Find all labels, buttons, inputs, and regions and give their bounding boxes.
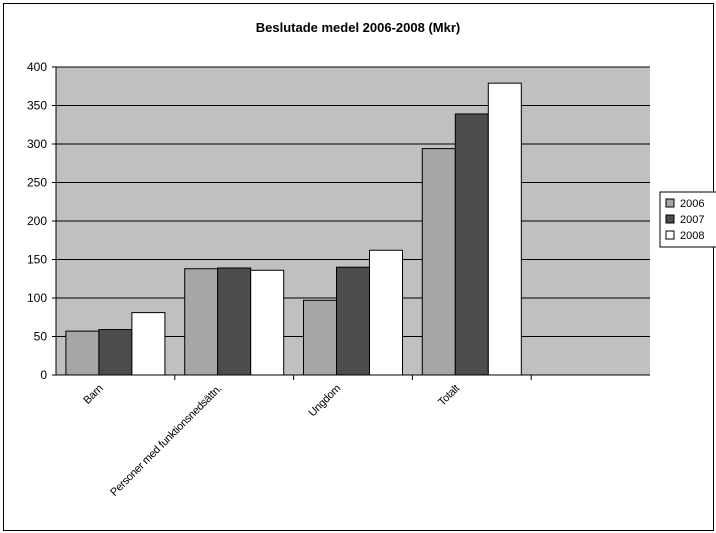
y-tick-label: 150 <box>27 253 47 267</box>
y-tick-label: 300 <box>27 137 47 151</box>
bar <box>454 113 489 376</box>
x-category-label: Totalt <box>436 382 462 408</box>
bar <box>217 267 252 376</box>
bar <box>98 329 133 376</box>
legend-label: 2008 <box>680 230 704 242</box>
x-category-label: Ungdom <box>307 383 344 420</box>
y-tick-label: 50 <box>34 330 48 344</box>
x-category-label: Personer med funktionsnedsättn. <box>108 382 224 498</box>
bar <box>250 269 285 376</box>
bar <box>421 148 456 376</box>
bar <box>65 330 100 376</box>
y-tick-label: 100 <box>27 291 47 305</box>
bar <box>184 268 219 376</box>
bar <box>303 299 337 376</box>
y-tick-label: 0 <box>40 368 47 382</box>
chart-title: Beslutade medel 2006-2008 (Mkr) <box>255 20 461 35</box>
bar <box>131 312 166 376</box>
legend-swatch <box>665 198 675 208</box>
legend-swatch <box>665 214 675 224</box>
y-tick-label: 400 <box>27 60 47 74</box>
legend-label: 2007 <box>680 214 704 226</box>
legend-label: 2006 <box>680 198 704 210</box>
y-tick-label: 350 <box>27 99 47 113</box>
bar <box>487 82 522 376</box>
x-category-label: Barn <box>81 383 105 407</box>
bar <box>336 266 370 376</box>
y-tick-label: 250 <box>27 176 47 190</box>
y-tick-label: 200 <box>27 214 47 228</box>
bar <box>369 249 403 376</box>
legend-swatch <box>665 230 675 240</box>
